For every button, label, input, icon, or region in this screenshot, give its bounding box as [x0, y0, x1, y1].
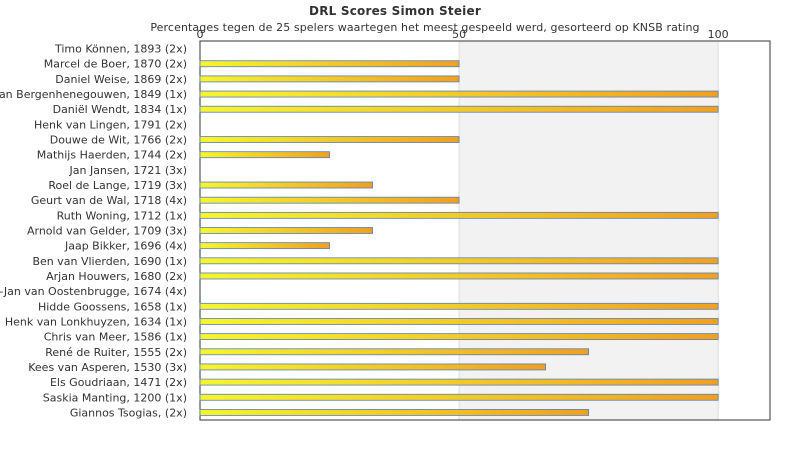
category-label: Ben van Vlierden, 1690 (1x) [32, 255, 187, 268]
background-band [718, 41, 770, 420]
bar [199, 151, 330, 159]
chart-subtitle: Percentages tegen de 25 spelers waartege… [150, 21, 700, 34]
bar [199, 318, 719, 325]
background-bands [200, 41, 770, 420]
x-axis-ticks: 0 50 100 [197, 28, 729, 41]
bar [199, 136, 460, 143]
category-label: Jan Jansen, 1721 (3x) [69, 164, 187, 177]
category-label: Daniël Wendt, 1834 (1x) [53, 103, 187, 116]
x-tick-label: 0 [197, 28, 204, 41]
category-label: Douwe de Wit, 1766 (2x) [50, 134, 187, 147]
bar [199, 242, 330, 250]
bar [199, 75, 460, 83]
category-label: Els Goudriaan, 1471 (2x) [50, 376, 187, 389]
bar [199, 105, 719, 113]
bar [199, 378, 719, 386]
category-label: Daniel Weise, 1869 (2x) [55, 73, 187, 86]
bar [199, 348, 590, 356]
category-label: Saskia Manting, 1200 (1x) [43, 391, 187, 404]
category-label: Arjan Houwers, 1680 (2x) [46, 270, 187, 283]
bar [199, 60, 460, 68]
bar [199, 333, 719, 341]
bar [199, 393, 719, 401]
category-label: Arnold van Gelder, 1709 (3x) [27, 225, 187, 238]
x-tick-label: 50 [452, 28, 466, 41]
category-label: Chris van Meer, 1586 (1x) [44, 331, 187, 344]
bar [199, 211, 719, 219]
category-label: René de Ruiter, 1555 (2x) [45, 346, 187, 359]
bar [199, 272, 719, 280]
bar [199, 409, 590, 416]
category-label: Jaap Bikker, 1696 (4x) [64, 240, 187, 253]
bar [199, 196, 460, 204]
category-label: Henk van Lingen, 1791 (2x) [34, 118, 187, 131]
chart-title: DRL Scores Simon Steier [309, 4, 481, 18]
bar [199, 227, 373, 234]
y-axis-labels: Timo Können, 1893 (2x) Marcel de Boer, 18… [0, 43, 187, 420]
gridlines [458, 41, 719, 420]
category-label: Marcel de Boer, 1870 (2x) [44, 58, 187, 71]
category-label: Giannos Tsogias, (2x) [70, 406, 187, 419]
bar [199, 302, 719, 310]
category-label: Ruth Woning, 1712 (1x) [57, 209, 187, 222]
bars [199, 60, 719, 416]
category-label: Kees van Asperen, 1530 (3x) [28, 361, 187, 374]
category-label: Ivo van Bergenhenegouwen, 1849 (1x) [0, 88, 187, 101]
background-band [459, 41, 719, 420]
x-tick-label: 100 [708, 28, 729, 41]
category-label: Bert-Jan van Oostenbrugge, 1674 (4x) [0, 285, 187, 298]
category-label: Henk van Lonkhuyzen, 1634 (1x) [5, 315, 187, 328]
category-label: Mathijs Haerden, 1744 (2x) [37, 149, 187, 162]
bar [199, 181, 373, 189]
bar [199, 363, 547, 371]
category-label: Hidde Goossens, 1658 (1x) [38, 300, 187, 313]
category-label: Geurt van de Wal, 1718 (4x) [31, 194, 187, 207]
bar [199, 257, 719, 265]
category-label: Timo Können, 1893 (2x) [54, 43, 187, 56]
category-label: Roel de Lange, 1719 (3x) [48, 179, 187, 192]
bar [199, 90, 719, 98]
